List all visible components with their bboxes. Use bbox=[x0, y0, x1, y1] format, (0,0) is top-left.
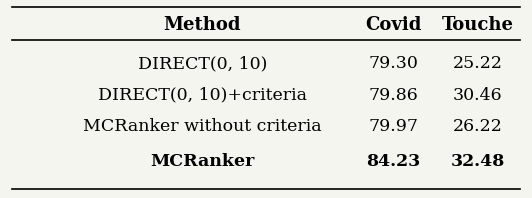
Text: Method: Method bbox=[164, 16, 241, 34]
Text: 79.97: 79.97 bbox=[368, 118, 418, 135]
Text: 25.22: 25.22 bbox=[453, 55, 503, 72]
Text: 26.22: 26.22 bbox=[453, 118, 503, 135]
Text: DIRECT(0, 10): DIRECT(0, 10) bbox=[138, 55, 267, 72]
Text: 84.23: 84.23 bbox=[366, 153, 420, 170]
Text: 30.46: 30.46 bbox=[453, 87, 503, 104]
Text: DIRECT(0, 10)+criteria: DIRECT(0, 10)+criteria bbox=[98, 87, 307, 104]
Text: Covid: Covid bbox=[365, 16, 421, 34]
Text: MCRanker without criteria: MCRanker without criteria bbox=[83, 118, 322, 135]
Text: 79.86: 79.86 bbox=[368, 87, 418, 104]
Text: Touche: Touche bbox=[442, 16, 514, 34]
Text: MCRanker: MCRanker bbox=[151, 153, 255, 170]
Text: 32.48: 32.48 bbox=[451, 153, 505, 170]
Text: 79.30: 79.30 bbox=[368, 55, 418, 72]
